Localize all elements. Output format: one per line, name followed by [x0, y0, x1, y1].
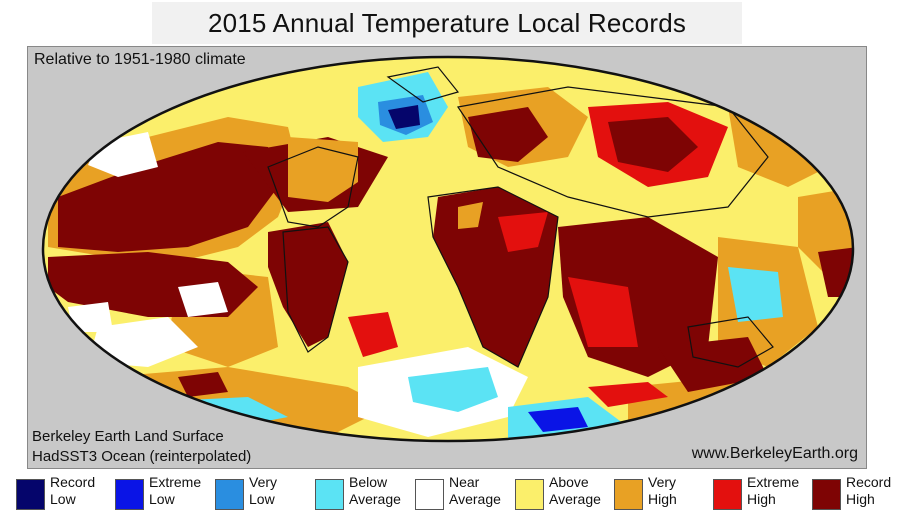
- legend-swatch: [713, 479, 742, 510]
- legend-label-line2: High: [648, 491, 677, 507]
- legend-swatch: [215, 479, 244, 510]
- legend-label-line1: Extreme: [149, 474, 202, 490]
- legend-label-line1: Extreme: [747, 474, 800, 490]
- legend-item: Record High: [812, 474, 891, 518]
- legend-item: Very Low: [215, 474, 277, 518]
- world-map: [41, 55, 855, 443]
- legend-label-line2: High: [747, 491, 776, 507]
- legend-label: Record Low: [50, 474, 95, 508]
- legend-label: Very High: [648, 474, 677, 508]
- legend-swatch: [812, 479, 841, 510]
- legend-item: Below Average: [315, 474, 401, 518]
- legend-label: Below Average: [349, 474, 401, 508]
- globe-outline: [41, 55, 855, 443]
- legend-swatch: [315, 479, 344, 510]
- legend-label: Extreme High: [747, 474, 799, 508]
- legend-label: Record High: [846, 474, 891, 508]
- legend-swatch: [415, 479, 444, 510]
- legend-label-line2: Average: [349, 491, 401, 507]
- color-legend: Record Low Extreme Low Very Low Below Average Ne…: [16, 474, 900, 518]
- legend-item: Extreme High: [713, 474, 799, 518]
- legend-label-line2: High: [846, 491, 875, 507]
- legend-label-line1: Very: [249, 474, 278, 490]
- ocean-data-credit: HadSST3 Ocean (reinterpolated): [32, 448, 252, 465]
- website-link[interactable]: www.BerkeleyEarth.org: [691, 445, 858, 462]
- legend-label-line2: Average: [449, 491, 501, 507]
- legend-swatch: [614, 479, 643, 510]
- legend-item: Above Average: [515, 474, 601, 518]
- legend-label: Extreme Low: [149, 474, 201, 508]
- title-banner: 2015 Annual Temperature Local Records: [152, 2, 742, 44]
- legend-label-line1: Below: [349, 474, 388, 490]
- legend-label: Above Average: [549, 474, 601, 508]
- legend-label-line2: Average: [549, 491, 601, 507]
- coastlines: [267, 66, 774, 368]
- legend-swatch: [515, 479, 544, 510]
- legend-label-line1: Near: [449, 474, 480, 490]
- legend-swatch: [16, 479, 45, 510]
- legend-item: Near Average: [415, 474, 501, 518]
- legend-item: Extreme Low: [115, 474, 201, 518]
- legend-label-line1: Record: [846, 474, 892, 490]
- legend-item: Record Low: [16, 474, 95, 518]
- legend-item: Very High: [614, 474, 677, 518]
- legend-label-line2: Low: [249, 491, 275, 507]
- legend-label-line1: Above: [549, 474, 589, 490]
- map-panel: Relative to 1951-1980 climate Berkeley E…: [27, 46, 867, 469]
- legend-label: Near Average: [449, 474, 501, 508]
- land-data-credit: Berkeley Earth Land Surface: [32, 428, 224, 445]
- legend-label-line2: Low: [50, 491, 76, 507]
- legend-label-line1: Very: [648, 474, 677, 490]
- baseline-note: Relative to 1951-1980 climate: [34, 51, 246, 68]
- legend-swatch: [115, 479, 144, 510]
- legend-label-line2: Low: [149, 491, 175, 507]
- page-title: 2015 Annual Temperature Local Records: [207, 7, 687, 38]
- legend-label-line1: Record: [50, 474, 96, 490]
- temperature-field: [43, 57, 853, 441]
- legend-label: Very Low: [249, 474, 277, 508]
